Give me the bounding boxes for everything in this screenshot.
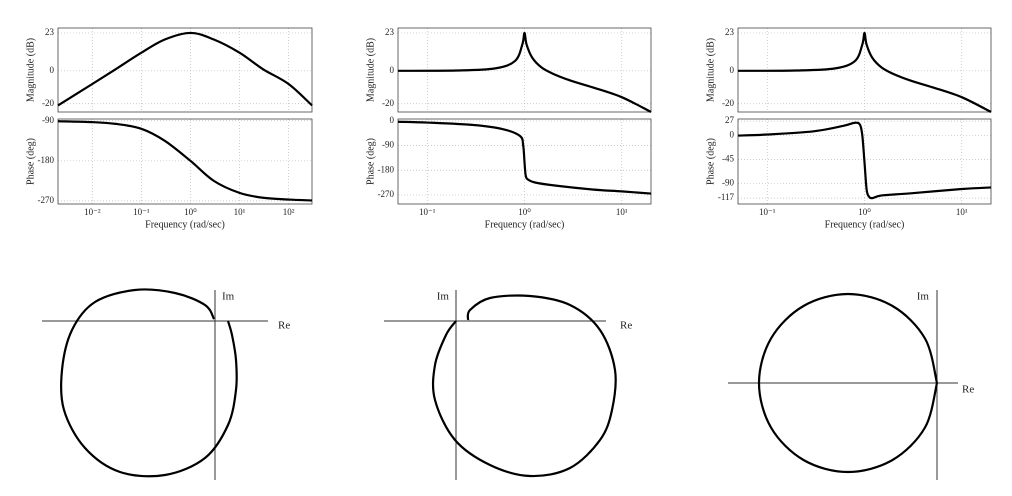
x-tick-label: 10¹ [616, 207, 628, 217]
y-tick-label: -45 [722, 154, 734, 164]
plot-frame [57, 27, 313, 113]
y-tick-label: 0 [50, 65, 55, 75]
x-tick-label: 10¹ [956, 207, 968, 217]
y-axis-label: Magnitude (dB) [705, 38, 716, 102]
x-tick-label: 10⁰ [518, 207, 531, 217]
y-tick-label: 23 [45, 27, 55, 37]
im-label: Im [437, 291, 450, 303]
curve [431, 294, 617, 478]
curve [397, 31, 652, 113]
y-tick-label: 0 [390, 115, 395, 125]
curve [737, 31, 992, 113]
curve [57, 31, 313, 107]
y-tick-label: -90 [42, 115, 54, 125]
y-axis-label: Phase (deg) [365, 138, 376, 185]
x-tick-label: 10⁻¹ [419, 207, 436, 217]
y-tick-label: 23 [725, 27, 735, 37]
y-tick-label: -180 [38, 155, 55, 165]
y-axis-label: Magnitude (dB) [25, 38, 36, 102]
re-label: Re [620, 320, 632, 332]
y-tick-label: -20 [382, 98, 394, 108]
x-tick-label: 10¹ [234, 207, 246, 217]
plot-frame [737, 118, 992, 205]
y-tick-label: 27 [725, 115, 735, 125]
curve [59, 288, 238, 478]
y-tick-label: -270 [38, 195, 55, 205]
y-tick-label: 0 [730, 65, 735, 75]
y-axis-label: Magnitude (dB) [365, 38, 376, 102]
y-tick-label: -20 [722, 98, 734, 108]
y-tick-label: -180 [378, 164, 395, 174]
y-tick-label: -270 [378, 189, 395, 199]
y-tick-label: 0 [390, 65, 395, 75]
x-axis-label: Frequency (rad/sec) [825, 219, 905, 230]
plot-frame [397, 118, 652, 205]
curve [737, 121, 992, 200]
y-tick-label: 0 [730, 130, 735, 140]
y-axis-label: Phase (deg) [25, 138, 36, 185]
x-axis-label: Frequency (rad/sec) [145, 219, 225, 230]
im-label: Im [222, 291, 235, 303]
y-tick-label: -90 [722, 178, 734, 188]
curve [757, 292, 939, 474]
x-tick-label: 10⁰ [858, 207, 871, 217]
x-tick-label: 10⁻² [84, 207, 101, 217]
re-label: Re [962, 384, 974, 396]
y-tick-label: -117 [718, 192, 735, 202]
curve [397, 120, 652, 195]
y-tick-label: 23 [385, 27, 395, 37]
y-axis-label: Phase (deg) [705, 138, 716, 185]
x-tick-label: 10⁰ [184, 207, 197, 217]
y-tick-label: -90 [382, 140, 394, 150]
x-axis-label: Frequency (rad/sec) [485, 219, 565, 230]
x-tick-label: 10² [283, 207, 295, 217]
y-tick-label: -20 [42, 98, 54, 108]
x-tick-label: 10⁻¹ [759, 207, 776, 217]
x-tick-label: 10⁻¹ [133, 207, 150, 217]
re-label: Re [278, 320, 290, 332]
plot-frame [57, 118, 313, 205]
curve [57, 120, 313, 202]
im-label: Im [917, 291, 930, 303]
